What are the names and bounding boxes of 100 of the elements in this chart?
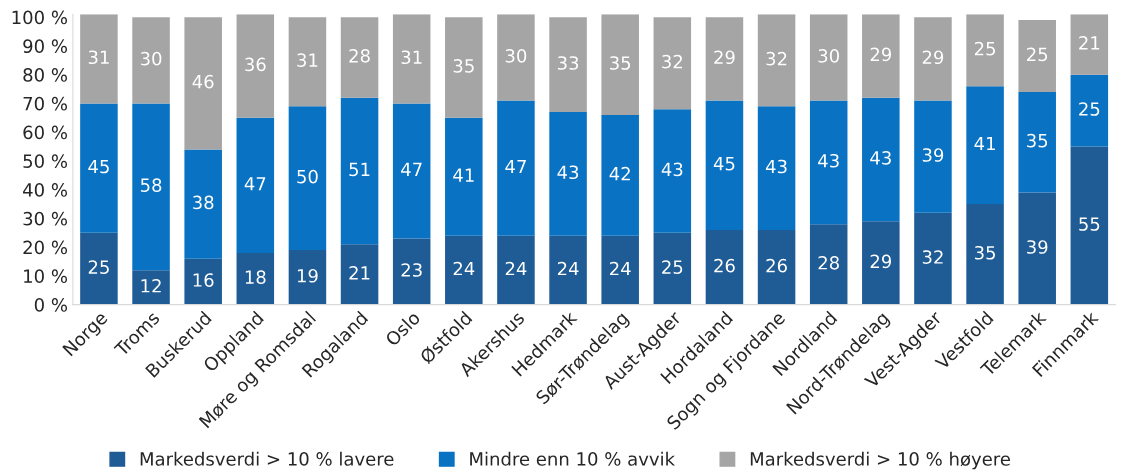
- bar: [1018, 192, 1056, 305]
- bar: [184, 149, 222, 259]
- bar: [80, 14, 118, 104]
- data-label: 51: [349, 162, 370, 177]
- bar: [809, 224, 848, 305]
- bar: [184, 17, 222, 150]
- data-label: 41: [974, 136, 995, 151]
- bar: [288, 106, 327, 251]
- bar: [705, 100, 744, 230]
- bar: [914, 212, 952, 305]
- bar: [1070, 14, 1109, 75]
- bar: [132, 17, 170, 104]
- data-label: 35: [974, 245, 995, 260]
- data-label: 42: [609, 166, 630, 181]
- data-label: 43: [557, 165, 579, 180]
- bar: [1018, 20, 1056, 92]
- data-label: 21: [349, 266, 370, 280]
- data-label: 45: [88, 159, 109, 174]
- bar: [288, 17, 327, 107]
- legend-label: Markedsverdi > 10 % høyere: [750, 451, 1010, 470]
- data-label: 32: [662, 54, 682, 69]
- y-tick-label: 90 %: [23, 39, 68, 54]
- y-tick-label: 20 %: [23, 240, 68, 255]
- bar: [757, 14, 796, 107]
- data-label: 25: [1079, 102, 1100, 116]
- bar: [340, 97, 379, 245]
- y-tick-label: 100 %: [12, 10, 68, 25]
- bar: [601, 114, 639, 236]
- bar: [80, 232, 118, 305]
- data-label: 24: [505, 261, 527, 276]
- bar: [914, 17, 952, 101]
- bar: [757, 106, 796, 230]
- data-label: 32: [922, 250, 943, 264]
- bar: [445, 117, 483, 236]
- data-label: 43: [765, 159, 787, 174]
- bar: [392, 238, 431, 305]
- bar: [705, 229, 744, 305]
- bar: [1070, 74, 1109, 147]
- data-label: 26: [766, 258, 787, 273]
- bar: [862, 14, 900, 98]
- bar: [392, 103, 431, 239]
- data-label: 30: [505, 48, 527, 63]
- data-label: 24: [453, 261, 475, 276]
- data-label: 31: [297, 53, 318, 67]
- data-label: 55: [1079, 217, 1100, 231]
- bar: [288, 250, 327, 305]
- data-label: 41: [453, 168, 474, 182]
- bar: [966, 204, 1004, 305]
- bar: [1018, 91, 1056, 193]
- data-label: 19: [297, 268, 318, 283]
- data-label: 21: [1079, 36, 1100, 50]
- data-label: 23: [401, 263, 422, 277]
- bar: [80, 103, 118, 233]
- bar: [705, 17, 744, 101]
- bar: [809, 100, 848, 225]
- bar: [653, 232, 692, 305]
- data-label: 39: [922, 148, 944, 162]
- bar: [862, 221, 900, 305]
- data-label: 50: [297, 169, 318, 184]
- data-label: 26: [714, 258, 735, 273]
- bar: [653, 109, 692, 233]
- data-label: 30: [140, 51, 162, 66]
- data-label: 29: [870, 47, 892, 62]
- data-label: 38: [193, 195, 214, 210]
- bar: [549, 235, 587, 305]
- y-tick-label: 80 %: [23, 68, 68, 82]
- legend-label: Markedsverdi > 10 % lavere: [140, 451, 394, 466]
- data-label: 32: [766, 51, 787, 66]
- data-label: 30: [818, 48, 839, 63]
- data-label: 16: [193, 273, 214, 287]
- data-label: 28: [818, 255, 839, 270]
- bar: [601, 235, 639, 305]
- data-label: 31: [401, 50, 422, 65]
- bar: [340, 244, 379, 305]
- bar: [549, 17, 587, 113]
- y-tick-label: 60 %: [23, 125, 68, 140]
- bar: [757, 229, 796, 305]
- data-label: 35: [1027, 133, 1048, 148]
- data-label: 25: [662, 260, 683, 274]
- data-label: 28: [349, 48, 370, 63]
- bar: [340, 17, 379, 98]
- data-label: 47: [244, 177, 266, 191]
- bar: [236, 117, 275, 253]
- y-tick-label: 50 %: [23, 154, 68, 169]
- data-label: 47: [505, 159, 526, 174]
- y-tick-label: 40 %: [23, 183, 68, 197]
- bar: [392, 14, 431, 104]
- bar: [966, 86, 1004, 205]
- data-label: 58: [140, 178, 162, 193]
- bar: [1070, 146, 1109, 305]
- bar: [862, 97, 900, 222]
- data-label: 29: [714, 50, 735, 65]
- bar: [914, 100, 952, 213]
- y-tick-label: 10 %: [24, 269, 68, 284]
- data-label: 29: [922, 50, 944, 65]
- y-tick-label: 0 %: [34, 298, 68, 312]
- y-tick-label: 70 %: [23, 96, 68, 111]
- legend-label: Mindre enn 10 % avvik: [470, 451, 675, 466]
- data-label: 43: [818, 153, 839, 168]
- data-label: 25: [88, 260, 109, 274]
